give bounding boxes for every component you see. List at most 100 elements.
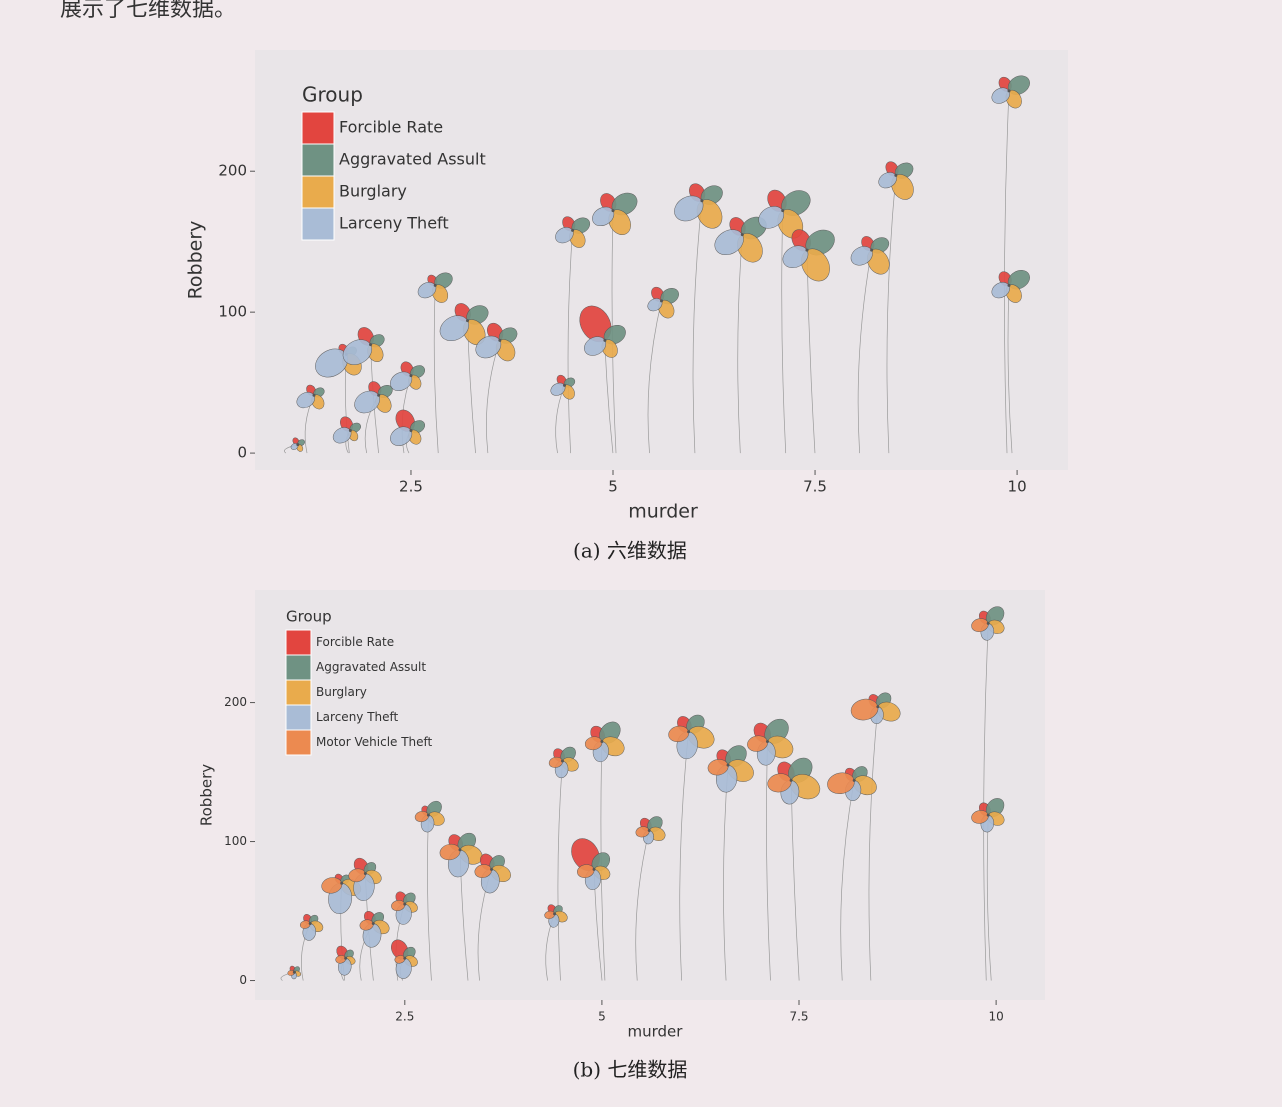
flower	[296, 384, 325, 410]
stem	[567, 230, 573, 454]
flower-center	[563, 383, 567, 387]
flower	[571, 838, 611, 890]
figure-caption: (b) 七维数据	[573, 1058, 688, 1082]
y-tick-label: 200	[218, 162, 247, 180]
flower-center	[403, 902, 407, 906]
stem	[692, 200, 703, 454]
legend-key	[285, 679, 312, 706]
flower	[674, 183, 723, 229]
legend-label: Forcible Rate	[316, 635, 394, 649]
flower-center	[740, 233, 744, 237]
flower-center	[344, 956, 348, 960]
flower-center	[571, 228, 575, 232]
flower-center	[1007, 283, 1011, 287]
stem	[986, 815, 992, 981]
flower-center	[805, 248, 809, 252]
legend-label: Larceny Theft	[316, 710, 399, 724]
y-tick-label: 200	[224, 695, 247, 709]
flower	[707, 745, 754, 793]
flower	[439, 303, 489, 345]
flower	[390, 361, 425, 391]
flower-center	[986, 621, 990, 625]
flower-center	[894, 173, 898, 177]
legend-label: Larceny Theft	[339, 214, 449, 233]
flower-center	[466, 319, 470, 323]
flower-center	[426, 813, 430, 817]
flower	[390, 409, 425, 446]
flower-center	[403, 956, 407, 960]
flower-center	[433, 283, 437, 287]
flower	[550, 374, 576, 400]
stem	[857, 250, 872, 454]
figure-caption: (a) 六维数据	[573, 539, 687, 563]
flower-center	[560, 759, 564, 763]
legend-label: Aggravated Assult	[339, 150, 486, 169]
x-axis-title: murder	[628, 1023, 684, 1041]
legend-key	[285, 654, 312, 681]
flower	[747, 718, 794, 766]
flower-center	[371, 922, 375, 926]
flower	[544, 904, 568, 928]
flower	[299, 914, 324, 941]
flower	[767, 757, 821, 805]
legend-key	[285, 729, 312, 756]
legend-title: Group	[286, 608, 332, 626]
flower	[391, 939, 418, 979]
flower	[991, 269, 1030, 303]
flower-center	[292, 970, 296, 974]
flower	[414, 800, 445, 833]
flower	[475, 322, 518, 362]
flower	[971, 798, 1005, 833]
y-tick-label: 0	[237, 444, 247, 462]
stem	[737, 234, 743, 454]
flower	[635, 816, 666, 845]
flower-center	[296, 443, 300, 447]
flower-center	[781, 209, 785, 213]
flower-center	[312, 393, 316, 397]
flower	[555, 216, 591, 248]
x-tick-label: 10	[1008, 478, 1027, 496]
flower	[548, 746, 579, 779]
legend-key	[285, 629, 312, 656]
flower	[290, 437, 305, 452]
plot-panel	[255, 50, 1068, 470]
intro-text: 展示了七维数据。	[60, 0, 236, 22]
flower-center	[409, 429, 413, 433]
flower-center	[498, 338, 502, 342]
flower	[647, 286, 679, 319]
flower	[991, 75, 1030, 109]
flower-center	[308, 922, 312, 926]
flower	[878, 161, 914, 200]
legend-label: Forcible Rate	[339, 118, 443, 137]
y-tick-label: 100	[224, 834, 247, 848]
flower-center	[603, 338, 607, 342]
flower	[714, 216, 767, 263]
stem	[433, 285, 439, 454]
flower-center	[765, 739, 769, 743]
stem	[427, 815, 432, 981]
stem	[635, 830, 650, 981]
stem	[790, 780, 800, 981]
flower-center	[726, 763, 730, 767]
x-tick-label: 2.5	[395, 1010, 414, 1024]
x-tick-label: 7.5	[803, 478, 827, 496]
legend-title: Group	[302, 83, 363, 107]
flower	[850, 236, 890, 275]
flower	[391, 891, 418, 925]
x-tick-label: 2.5	[399, 478, 423, 496]
x-tick-label: 5	[608, 478, 618, 496]
legend-label: Burglary	[339, 182, 407, 201]
flower-center	[592, 867, 596, 871]
stem	[557, 760, 563, 981]
y-tick-label: 0	[239, 973, 247, 987]
flower-center	[986, 813, 990, 817]
stem	[886, 175, 897, 454]
y-tick-label: 100	[218, 303, 247, 321]
flower-center	[553, 912, 557, 916]
flower-center	[363, 872, 367, 876]
legend-key	[301, 143, 335, 177]
x-axis-title: murder	[628, 501, 698, 523]
legend-key	[285, 704, 312, 731]
flower-center	[660, 299, 663, 303]
y-axis-title: Robbery	[185, 221, 207, 300]
